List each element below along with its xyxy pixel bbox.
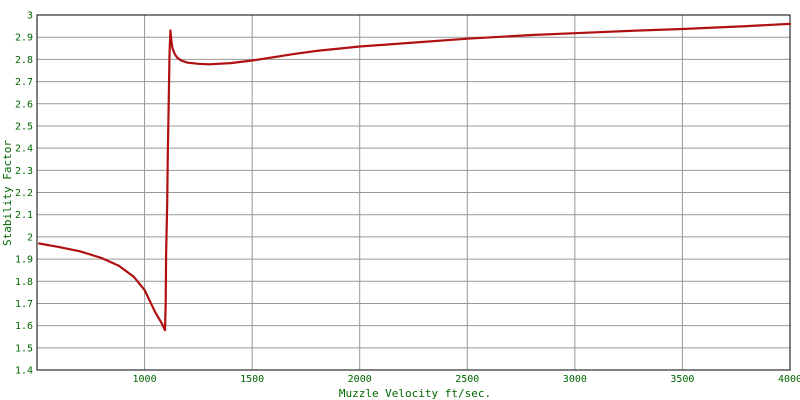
y-tick-label: 2.6 [15,99,33,110]
tick-labels: 1.4 1.5 1.6 1.7 1.8 1.9 2 2.1 2.2 2.3 2.4 2.5 2.6 2.7… [15,11,800,386]
x-tick-label: 3000 [563,374,587,385]
y-tick-label: 1.9 [15,255,33,266]
x-tick-label: 2000 [348,374,372,385]
x-tick-label: 1000 [133,374,157,385]
y-tick-label: 2 [27,232,33,243]
y-tick-label: 2.5 [15,121,33,132]
y-tick-label: 1.5 [15,343,33,354]
x-axis-label: Muzzle Velocity ft/sec. [339,387,491,400]
y-tick-label: 2.4 [15,144,33,155]
x-tick-label: 4000 [778,374,800,385]
grid [37,14,791,371]
y-tick-label: 1.4 [15,366,33,377]
plot-frame [36,14,791,371]
series-lines [38,22,792,332]
y-tick-label: 2.7 [15,77,33,88]
y-tick-label: 2.9 [15,33,33,44]
y-tick-label: 3 [27,11,33,22]
y-tick-label: 2.2 [15,188,33,199]
x-tick-label: 3500 [670,374,694,385]
y-tick-label: 1.8 [15,277,33,288]
stability-factor-line [38,22,792,332]
y-tick-label: 2.1 [15,210,33,221]
x-tick-label: 1500 [240,374,264,385]
y-tick-label: 2.3 [15,166,33,177]
y-tick-label: 1.6 [15,321,33,332]
y-tick-label: 2.8 [15,55,33,66]
y-tick-label: 1.7 [15,299,33,310]
x-tick-label: 2500 [455,374,479,385]
y-axis-label: Stability Factor [1,140,14,246]
